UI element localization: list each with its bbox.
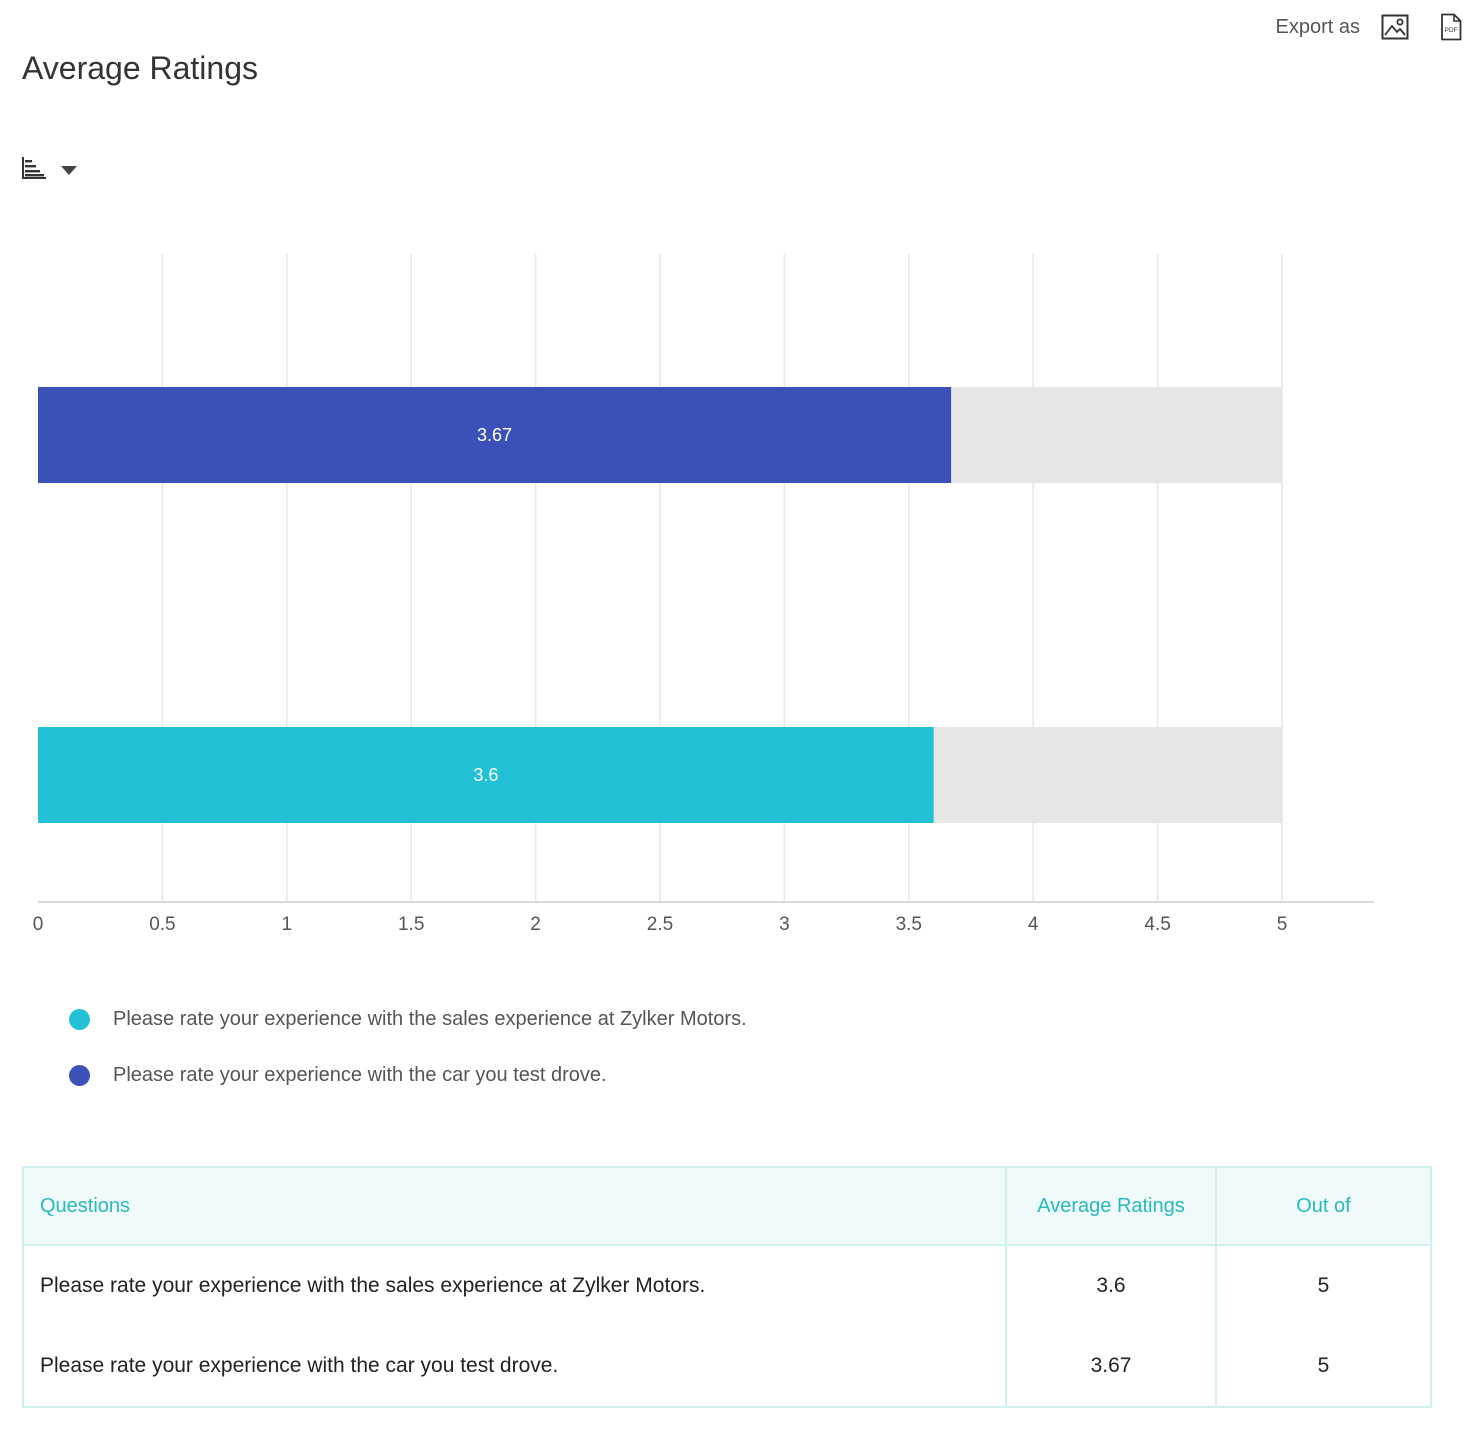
x-tick-label: 3: [779, 914, 790, 935]
export-label: Export as: [1275, 15, 1360, 38]
x-axis-tick-labels: 0 0.5 1 1.5 2 2.5 3 3.5 4 4.5 5: [33, 914, 1288, 935]
table-row: Please rate your experience with the car…: [22, 1326, 1432, 1407]
pdf-export-icon[interactable]: PDF: [1436, 12, 1466, 42]
x-tick-label: 2: [530, 914, 541, 935]
bars: [38, 387, 952, 823]
chart-type-dropdown[interactable]: [21, 156, 77, 180]
header-average-ratings: Average Ratings: [1005, 1166, 1217, 1246]
header-out-of: Out of: [1215, 1166, 1432, 1246]
out-of-cell: 5: [1215, 1245, 1432, 1326]
x-tick-label: 4: [1028, 914, 1039, 935]
bar-data-labels: 3.67 3.6: [473, 425, 512, 785]
legend-item-car[interactable]: Please rate your experience with the car…: [69, 1060, 747, 1090]
image-export-icon[interactable]: [1380, 12, 1410, 42]
export-toolbar: Export as PDF: [1276, 12, 1466, 42]
header-questions: Questions: [22, 1166, 1007, 1246]
x-tick-label: 0: [33, 914, 44, 935]
chevron-down-icon: [61, 165, 77, 175]
ratings-table: Questions Average Ratings Out of Please …: [22, 1166, 1432, 1408]
legend-item-sales[interactable]: Please rate your experience with the sal…: [69, 1004, 747, 1034]
question-cell: Please rate your experience with the car…: [22, 1326, 1007, 1407]
bar[interactable]: [38, 727, 934, 823]
table-row: Please rate your experience with the sal…: [22, 1245, 1432, 1326]
bar[interactable]: [38, 387, 952, 483]
average-ratings-chart: 3.67 3.6 0 0.5 1 1.5 2 2.5 3 3.5 4 4.5 5: [33, 254, 1374, 935]
question-cell: Please rate your experience with the sal…: [22, 1245, 1007, 1326]
average-rating-cell: 3.67: [1005, 1326, 1217, 1407]
out-of-cell: 5: [1215, 1326, 1432, 1407]
x-tick-label: 3.5: [896, 914, 922, 935]
bar-chart-icon: [22, 157, 46, 179]
x-tick-label: 4.5: [1144, 914, 1170, 935]
legend-label-sales: Please rate your experience with the sal…: [113, 1007, 747, 1030]
legend-marker-sales: [69, 1008, 90, 1030]
bar-data-label: 3.6: [473, 765, 498, 785]
page-title: Average Ratings: [22, 50, 258, 86]
x-tick-label: 1: [282, 914, 293, 935]
bar-data-label: 3.67: [477, 425, 512, 445]
chart-legend: Please rate your experience with the sal…: [69, 1004, 747, 1116]
x-tick-label: 2.5: [647, 914, 673, 935]
average-rating-cell: 3.6: [1005, 1245, 1217, 1326]
x-tick-label: 5: [1277, 914, 1288, 935]
x-tick-label: 1.5: [398, 914, 424, 935]
legend-label-car: Please rate your experience with the car…: [113, 1063, 607, 1086]
x-tick-label: 0.5: [149, 914, 175, 935]
pdf-icon-text: PDF: [1445, 27, 1458, 34]
table-header-row: Questions Average Ratings Out of: [22, 1166, 1432, 1246]
legend-marker-car: [69, 1064, 90, 1086]
